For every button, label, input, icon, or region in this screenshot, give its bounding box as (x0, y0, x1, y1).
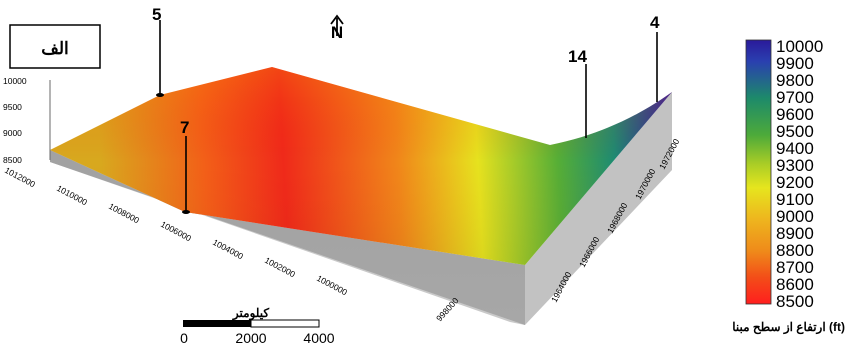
well-4: 4 (650, 13, 660, 102)
z-tick: 8500 (3, 155, 22, 165)
z-axis-ticks: 8500 9000 9500 10000 (3, 76, 27, 165)
colorbar-tick: 8500 (776, 292, 814, 311)
colorbar-tick: 9400 (776, 139, 814, 158)
colorbar: 10000 9900 9800 9700 9600 9500 9400 9300… (732, 37, 845, 335)
colorbar-tick: 9800 (776, 71, 814, 90)
colorbar-ramp (745, 39, 772, 305)
well-5-label: 5 (152, 5, 161, 24)
colorbar-tick: 9700 (776, 88, 814, 107)
north-label: N (331, 23, 343, 42)
block-front-face (50, 150, 525, 325)
z-tick: 10000 (3, 76, 27, 86)
colorbar-tick: 9900 (776, 54, 814, 73)
x-tick: 1000000 (315, 273, 349, 297)
x-tick: 1004000 (211, 237, 245, 261)
scale-bar-dark (183, 320, 251, 327)
structure-surface-shade (50, 67, 672, 265)
scale-bar-label: 4000 (303, 330, 334, 346)
well-5-marker (156, 93, 164, 97)
scale-bar-unit: كيلومتر (232, 306, 269, 321)
colorbar-tick: 9200 (776, 173, 814, 192)
well-4-label: 4 (650, 13, 660, 32)
colorbar-title: ارتفاع از سطح مبنا (ft) (732, 320, 845, 335)
colorbar-tick: 9000 (776, 207, 814, 226)
colorbar-tick: 8600 (776, 275, 814, 294)
scale-bar-light (250, 319, 320, 328)
colorbar-tick: 9500 (776, 122, 814, 141)
well-7-marker (182, 210, 190, 214)
north-arrow-icon: N (330, 14, 344, 42)
scale-bar: كيلومتر 0 2000 4000 (180, 306, 335, 346)
well-14-label: 14 (568, 47, 587, 66)
scale-bar-label: 2000 (235, 330, 266, 346)
well-14: 14 (568, 47, 587, 138)
x-tick: 1006000 (159, 219, 193, 243)
colorbar-tick: 9300 (776, 156, 814, 175)
colorbar-tick: 8800 (776, 241, 814, 260)
well-5: 5 (152, 5, 164, 97)
scale-bar-label: 0 (180, 330, 188, 346)
x-tick: 1008000 (107, 201, 141, 225)
x-tick: 1002000 (263, 255, 297, 279)
well-7: 7 (180, 118, 190, 214)
x-tick: 1012000 (3, 165, 37, 189)
colorbar-tick: 9600 (776, 105, 814, 124)
colorbar-tick: 9100 (776, 190, 814, 209)
panel-label-frame (9, 24, 101, 69)
z-tick: 9000 (3, 128, 22, 138)
well-7-label: 7 (180, 118, 189, 137)
panel-label: الف (41, 39, 69, 58)
z-tick: 9500 (3, 102, 22, 112)
block-right-side (525, 92, 672, 325)
panel-label-box: الف (9, 24, 101, 69)
colorbar-tick: 8900 (776, 224, 814, 243)
colorbar-tick: 10000 (776, 37, 823, 56)
colorbar-tick: 8700 (776, 258, 814, 277)
x-tick: 1010000 (55, 183, 89, 207)
colorbar-ticks: 10000 9900 9800 9700 9600 9500 9400 9300… (776, 37, 823, 311)
